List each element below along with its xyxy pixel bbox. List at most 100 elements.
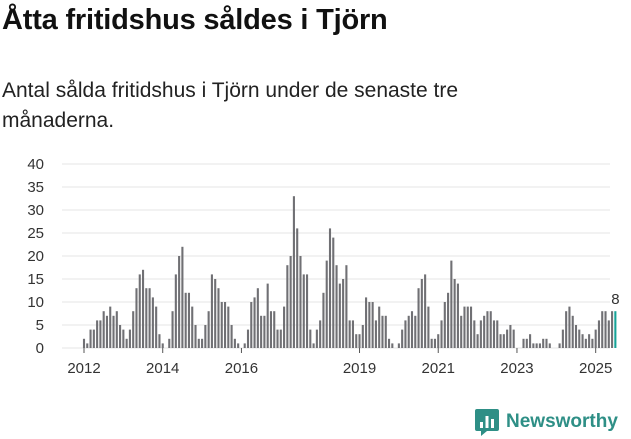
bar: [548, 343, 551, 348]
bar: [105, 315, 109, 348]
bar: [115, 311, 118, 348]
data-labels: 8: [611, 291, 619, 308]
x-tick-label: 2019: [343, 360, 376, 377]
bar: [443, 302, 446, 348]
bar: [286, 265, 289, 348]
y-tick-label: 5: [36, 317, 44, 334]
bar: [391, 343, 394, 348]
bar: [450, 260, 453, 348]
y-tick-label: 10: [27, 294, 44, 311]
bar: [368, 302, 371, 348]
bar: [492, 320, 496, 348]
bar: [473, 320, 476, 348]
bar: [355, 334, 358, 348]
bar: [197, 338, 200, 348]
bar: [119, 325, 122, 348]
bar: [427, 306, 430, 348]
bar: [283, 306, 286, 348]
y-tick-label: 0: [36, 340, 44, 357]
bar: [322, 292, 325, 348]
bar: [102, 311, 105, 348]
highlight-data-label: 8: [611, 291, 619, 308]
bar: [558, 343, 561, 348]
y-tick-label: 40: [27, 156, 44, 173]
bar: [227, 306, 230, 348]
bar: [204, 325, 207, 348]
bar: [486, 311, 489, 348]
bar: [256, 288, 259, 348]
bar: [174, 274, 177, 348]
bar: [82, 338, 86, 348]
bar: [545, 338, 548, 348]
bar: [571, 315, 574, 348]
bar: [260, 315, 263, 348]
bar: [138, 274, 141, 348]
bar: [246, 329, 250, 348]
bar: [338, 283, 341, 348]
bar: [381, 315, 384, 348]
bar: [538, 343, 541, 348]
bar: [512, 329, 515, 348]
bar: [469, 306, 473, 348]
bar: [561, 329, 564, 348]
bar: [141, 269, 145, 348]
bar: [496, 320, 499, 348]
bar: [178, 256, 181, 348]
bar: [447, 292, 450, 348]
bar: [401, 329, 404, 348]
bar: [302, 274, 305, 348]
bar: [99, 320, 102, 348]
bar: [456, 283, 459, 348]
bar: [309, 329, 312, 348]
bar: [460, 315, 463, 348]
bar: [594, 329, 597, 348]
bar: [253, 297, 256, 348]
bar: [565, 311, 568, 348]
bar: [522, 338, 525, 348]
bar: [112, 315, 115, 348]
bar: [568, 306, 571, 348]
bar: [345, 265, 348, 348]
bar: [466, 306, 469, 348]
bar: [187, 292, 191, 348]
bar: [407, 315, 410, 348]
bar: [148, 288, 151, 348]
bar: [299, 256, 302, 348]
bar: [378, 306, 381, 348]
bar: [581, 334, 584, 348]
bar: [210, 274, 213, 348]
bar: [237, 343, 240, 348]
bar: [92, 329, 95, 348]
bar-chart-logo-icon: [475, 409, 499, 436]
bar: [489, 311, 492, 348]
bar: [437, 334, 440, 348]
bar: [194, 325, 197, 348]
x-tick-label: 2012: [67, 360, 100, 377]
y-tick-label: 20: [27, 248, 44, 265]
bar: [532, 343, 535, 348]
bar: [574, 325, 578, 348]
bar: [86, 343, 89, 348]
bar: [184, 292, 187, 348]
bar: [181, 246, 184, 348]
bar: [476, 334, 479, 348]
bar: [217, 288, 220, 348]
bar: [424, 274, 427, 348]
y-tick-label: 35: [27, 179, 44, 196]
bar: [604, 311, 607, 348]
bar: [597, 320, 601, 348]
bar: [289, 256, 292, 348]
bar: [233, 338, 236, 348]
bar: [384, 315, 387, 348]
x-tick-label: 2021: [422, 360, 455, 377]
bar: [207, 311, 210, 348]
bar: [191, 306, 194, 348]
bar: [351, 320, 355, 348]
bar: [387, 338, 391, 348]
bar-highlight: [614, 311, 617, 348]
bar: [325, 260, 328, 348]
bar: [601, 311, 604, 348]
bar: [499, 334, 502, 348]
bar: [529, 334, 532, 348]
